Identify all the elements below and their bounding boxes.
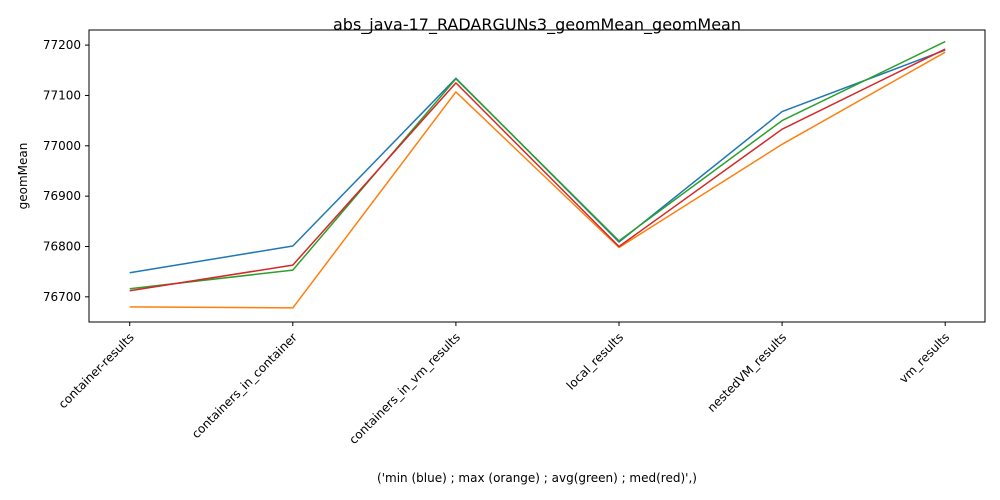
series-line-1	[129, 49, 946, 274]
chart-title: abs_java-17_RADARGUNs3_geomMean_geomMean	[333, 15, 741, 35]
series-line-2	[129, 51, 946, 309]
y-axis: 76700 76800 76900 77000 77100 77200	[43, 38, 89, 304]
x-axis-label: ('min (blue) ; max (orange) ; avg(green)…	[377, 471, 697, 485]
y-tick-label: 77000	[43, 139, 81, 153]
y-tick-label: 77100	[43, 88, 81, 102]
x-tick-label: nestedVM_results	[705, 330, 790, 415]
y-tick-label: 76800	[43, 239, 81, 253]
y-axis-label: geomMean	[16, 143, 30, 210]
x-tick-label: local_results	[564, 330, 626, 392]
plot-area-frame	[88, 29, 986, 323]
x-tick-label: vm_results	[896, 330, 952, 386]
x-tick-label: container-results	[56, 330, 137, 411]
y-tick-label: 76900	[43, 189, 81, 203]
series-line-4	[129, 48, 946, 292]
y-tick-label: 77200	[43, 38, 81, 52]
series-line-3	[129, 40, 946, 290]
y-tick-label: 76700	[43, 290, 81, 304]
x-tick-label: containers_in_container	[189, 330, 300, 441]
series-layer	[129, 40, 946, 309]
x-axis: container-results containers_in_container…	[56, 322, 952, 447]
x-tick-label: containers_in_vm_results	[346, 330, 463, 447]
